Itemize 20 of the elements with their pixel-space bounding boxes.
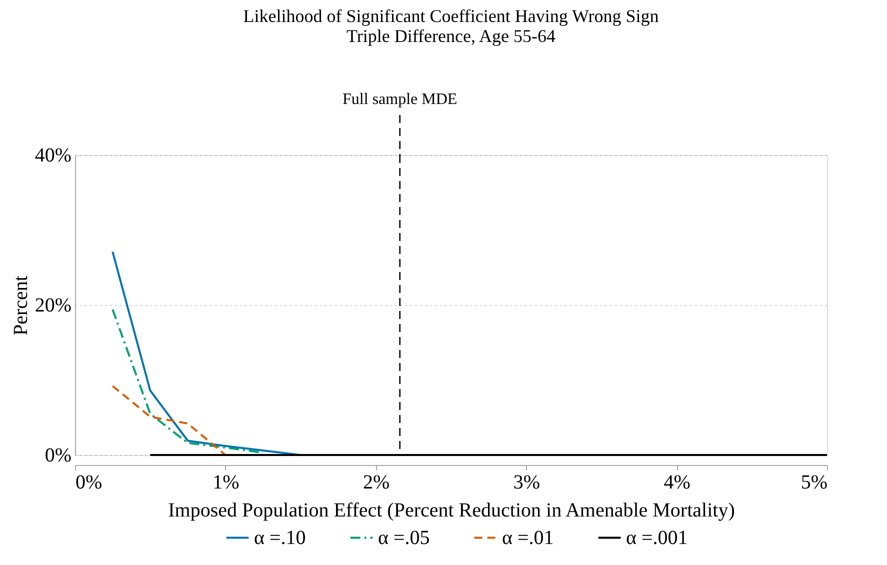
- legend-label: α =.05: [378, 526, 430, 549]
- line-series: [112, 308, 264, 454]
- x-tick-label: 1%: [212, 472, 240, 494]
- x-axis-title: Imposed Population Effect (Percent Reduction in Amenable Mortality): [168, 500, 735, 522]
- chart-subtitle: Triple Difference, Age 55-64: [346, 26, 556, 46]
- chart-title: Likelihood of Significant Coefficient Having Wrong Sign: [243, 6, 659, 26]
- x-tick-label: 4%: [664, 472, 690, 494]
- y-tick-label: 20%: [34, 294, 72, 316]
- legend-label: α =.01: [502, 526, 554, 549]
- line-series: [112, 385, 226, 456]
- x-tick-label: 3%: [513, 472, 540, 494]
- y-axis-title: Percent: [10, 275, 32, 336]
- legend-label: α =.001: [626, 526, 688, 549]
- y-tick-label: 0%: [44, 444, 72, 466]
- legend-label: α =.10: [254, 526, 306, 549]
- x-tick-label: 5%: [800, 472, 828, 494]
- x-tick-label: 0%: [76, 472, 102, 494]
- y-tick-label: 40%: [34, 144, 72, 166]
- x-tick-label: 2%: [362, 472, 390, 494]
- ref-line-label: Full sample MDE: [342, 91, 458, 108]
